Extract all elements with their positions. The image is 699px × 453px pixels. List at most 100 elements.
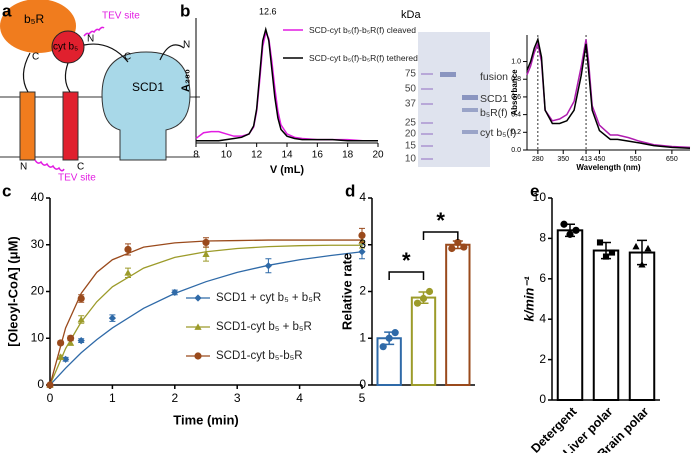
terminus-label: C bbox=[32, 52, 39, 63]
x-tick-label: 650 bbox=[666, 156, 678, 163]
y-axis-label: k/min⁻¹ bbox=[521, 276, 536, 322]
ladder-label: 25 bbox=[405, 118, 417, 129]
x-tick-label: 413 bbox=[580, 156, 592, 163]
marker bbox=[391, 329, 399, 337]
marker bbox=[202, 238, 210, 247]
marker bbox=[124, 245, 132, 254]
ladder-label: 10 bbox=[405, 154, 417, 165]
legend-label: SCD1-cyt b₅-b₅R bbox=[216, 350, 303, 362]
peak-label: 12.6 bbox=[259, 6, 277, 16]
marker bbox=[264, 262, 272, 270]
data-line bbox=[196, 26, 378, 142]
data-line bbox=[526, 39, 691, 149]
marker bbox=[632, 242, 640, 250]
marker bbox=[460, 243, 468, 251]
tev-squiggle bbox=[34, 159, 65, 172]
bar bbox=[445, 243, 471, 386]
terminus-label: C bbox=[124, 52, 131, 63]
x-tick-label: 4 bbox=[296, 391, 303, 405]
linker bbox=[159, 44, 185, 61]
marker bbox=[77, 336, 85, 345]
significance-bracket bbox=[422, 231, 459, 240]
panel-label: a bbox=[2, 1, 12, 20]
terminus-label: N bbox=[20, 162, 27, 173]
ladder-band bbox=[421, 103, 433, 105]
ladder-label: 15 bbox=[405, 141, 417, 152]
x-tick-label: 0 bbox=[47, 391, 54, 405]
marker bbox=[66, 334, 75, 342]
terminus-label: N bbox=[87, 34, 94, 45]
y-tick-label: 10 bbox=[533, 190, 547, 204]
y-axis-label: Relative rate bbox=[339, 253, 354, 330]
helix-orange bbox=[19, 91, 36, 161]
y-tick-label: 6 bbox=[539, 271, 546, 285]
y-tick-label: 4 bbox=[359, 190, 366, 204]
marker bbox=[608, 249, 616, 256]
x-tick-label: 2 bbox=[171, 391, 178, 405]
x-tick-label: 3 bbox=[234, 391, 241, 405]
marker bbox=[379, 343, 387, 351]
marker bbox=[448, 244, 456, 253]
x-tick-label: 16 bbox=[312, 150, 324, 161]
y-axis-label: A₂₈₀ bbox=[180, 69, 192, 92]
marker bbox=[425, 287, 434, 296]
marker bbox=[358, 231, 366, 239]
marker bbox=[358, 248, 366, 256]
y-tick-label: 20 bbox=[31, 284, 45, 298]
data-line bbox=[526, 36, 691, 149]
scd1-shape bbox=[101, 51, 191, 161]
y-tick-label: 2 bbox=[359, 284, 366, 298]
marker bbox=[171, 288, 179, 297]
marker bbox=[638, 261, 646, 268]
gel-band bbox=[462, 95, 478, 100]
y-tick-label: 0.6 bbox=[511, 94, 521, 101]
x-tick-label: 14 bbox=[281, 150, 293, 161]
y-tick-label: 40 bbox=[31, 190, 45, 204]
band-label: b₅R(f) bbox=[480, 107, 508, 119]
panel-label: b bbox=[180, 1, 190, 20]
y-tick-label: 4 bbox=[539, 311, 546, 325]
y-tick-label: 2 bbox=[539, 352, 546, 366]
y-tick-label: 0 bbox=[539, 392, 546, 406]
significance-label: * bbox=[436, 208, 445, 233]
data-line bbox=[195, 30, 378, 142]
legend-label: SCD-cyt b₅(f)-b₅R(f) cleaved bbox=[309, 25, 416, 35]
fit-curve bbox=[49, 239, 362, 386]
marker bbox=[572, 226, 580, 234]
y-tick-label: 1 bbox=[359, 330, 366, 344]
y-tick-label: 30 bbox=[31, 237, 45, 251]
bar bbox=[628, 251, 656, 401]
marker bbox=[77, 294, 85, 303]
y-tick-label: 0.0 bbox=[511, 147, 521, 154]
marker bbox=[194, 323, 202, 330]
x-tick-label: 450 bbox=[594, 156, 606, 163]
gel-band bbox=[440, 72, 456, 77]
y-tick-label: 3 bbox=[359, 237, 366, 251]
panel-label: e bbox=[530, 181, 539, 200]
ladder-band bbox=[421, 122, 433, 124]
y-tick-label: 0.8 bbox=[511, 76, 521, 83]
x-axis-label: Time (min) bbox=[173, 412, 239, 427]
marker bbox=[454, 238, 462, 247]
panel-label: d bbox=[345, 181, 355, 200]
ladder-label: 50 bbox=[405, 84, 417, 95]
y-tick-label: 0 bbox=[359, 377, 366, 391]
x-tick-label: 550 bbox=[630, 156, 642, 163]
gel-band bbox=[462, 130, 478, 134]
marker bbox=[202, 250, 210, 257]
fit-curve bbox=[49, 244, 362, 386]
x-tick-label: 8 bbox=[193, 150, 199, 161]
diagram-label: b₅R bbox=[24, 12, 45, 26]
diagram-label: TEV site bbox=[102, 11, 140, 22]
ladder-band bbox=[421, 73, 433, 75]
y-tick-label: 0.4 bbox=[511, 111, 521, 118]
significance-bracket bbox=[388, 271, 425, 280]
ladder-band bbox=[421, 145, 433, 147]
x-axis-label: V (mL) bbox=[270, 164, 305, 176]
bar bbox=[410, 296, 437, 387]
panel-label: c bbox=[2, 181, 11, 200]
ladder-band bbox=[421, 133, 433, 135]
x-tick-label: 12 bbox=[251, 150, 263, 161]
